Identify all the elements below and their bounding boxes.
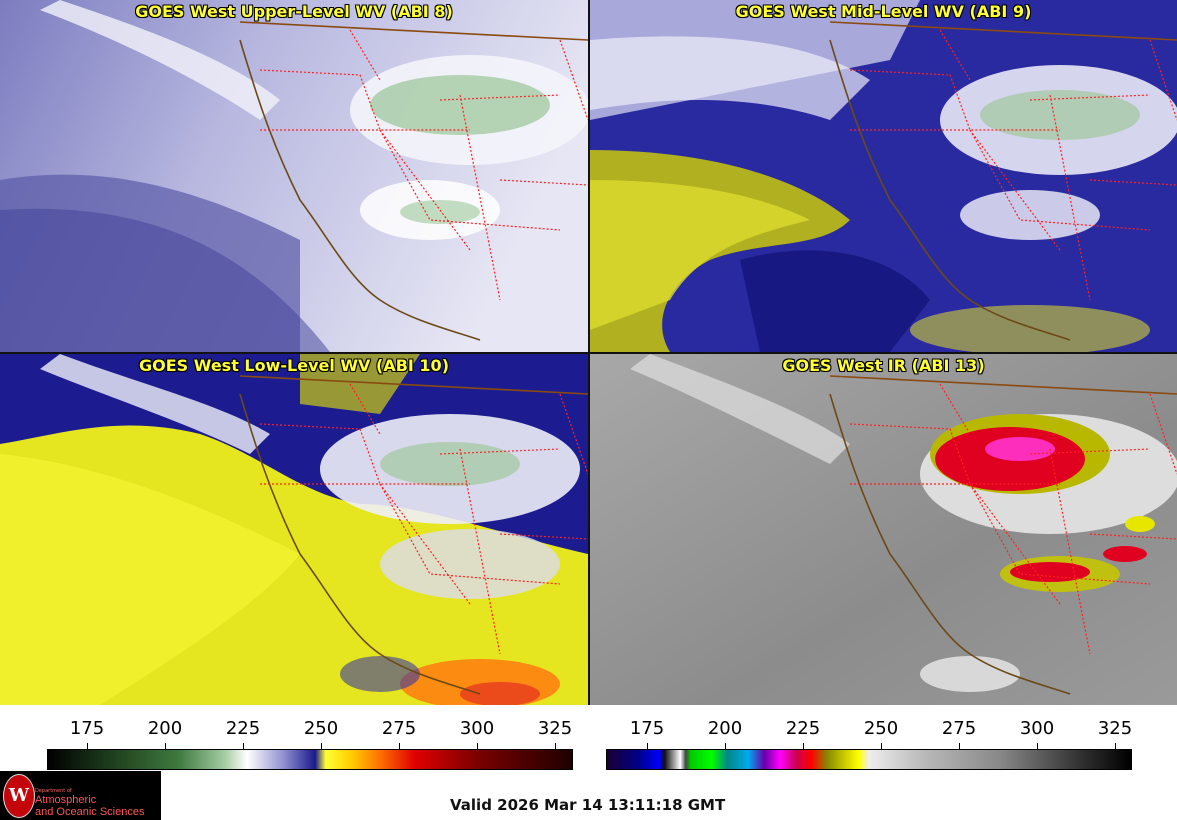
- low-level-wv-image: [0, 354, 588, 705]
- upper-level-wv-image: [0, 0, 588, 352]
- colorbar-tick: [881, 743, 882, 749]
- ir-colorbar: [606, 749, 1132, 770]
- colorbar-tick-label: 275: [941, 718, 977, 739]
- panel-title: GOES West IR (ABI 13): [782, 356, 985, 375]
- aos-logo: W Department of Atmospheric and Oceanic …: [0, 771, 161, 820]
- colorbar-tick: [321, 743, 322, 749]
- panel-divider-vertical: [588, 0, 590, 705]
- seal-letter: W: [8, 785, 30, 806]
- logo-line1: Atmospheric: [35, 794, 97, 806]
- ir-panel: GOES West IR (ABI 13): [590, 354, 1177, 705]
- upper-level-wv-panel: GOES West Upper-Level WV (ABI 8): [0, 0, 588, 352]
- low-level-wv-panel: GOES West Low-Level WV (ABI 10): [0, 354, 588, 705]
- colorbar-tick: [87, 743, 88, 749]
- colorbar-tick-label: 175: [629, 718, 665, 739]
- colorbar-tick: [243, 743, 244, 749]
- colorbar-tick: [477, 743, 478, 749]
- colorbar-tick-label: 200: [147, 718, 183, 739]
- colorbar-tick: [803, 743, 804, 749]
- colorbar-tick-label: 225: [225, 718, 261, 739]
- colorbar-tick-label: 325: [1097, 718, 1133, 739]
- colorbar-tick-label: 300: [1019, 718, 1055, 739]
- panel-title: GOES West Low-Level WV (ABI 10): [138, 356, 449, 375]
- colorbar-tick-label: 250: [863, 718, 899, 739]
- colorbar-tick: [725, 743, 726, 749]
- uw-seal-icon: W: [3, 774, 35, 818]
- colorbar-tick-label: 250: [303, 718, 339, 739]
- colorbar-tick: [959, 743, 960, 749]
- panel-title: GOES West Mid-Level WV (ABI 9): [735, 2, 1032, 21]
- logo-line2: and Oceanic Sciences: [35, 806, 145, 818]
- colorbar-tick-label: 225: [785, 718, 821, 739]
- logo-department: Department of: [35, 788, 72, 794]
- panel-title: GOES West Upper-Level WV (ABI 8): [135, 2, 453, 21]
- colorbar-tick-label: 300: [459, 718, 495, 739]
- colorbar-tick: [1115, 743, 1116, 749]
- colorbar-tick: [1037, 743, 1038, 749]
- ir-image: [590, 354, 1177, 705]
- colorbar-tick-label: 275: [381, 718, 417, 739]
- mid-level-wv-panel: GOES West Mid-Level WV (ABI 9): [590, 0, 1177, 352]
- colorbar-tick: [555, 743, 556, 749]
- colorbar-tick: [165, 743, 166, 749]
- mid-level-wv-image: [590, 0, 1177, 352]
- colorbar-tick: [399, 743, 400, 749]
- colorbar-tick-label: 200: [707, 718, 743, 739]
- colorbar-tick: [647, 743, 648, 749]
- colorbar-tick-label: 325: [537, 718, 573, 739]
- colorbar-tick-label: 175: [69, 718, 105, 739]
- valid-time: Valid 2026 Mar 14 13:11:18 GMT: [450, 796, 726, 814]
- wv-colorbar: [47, 749, 573, 770]
